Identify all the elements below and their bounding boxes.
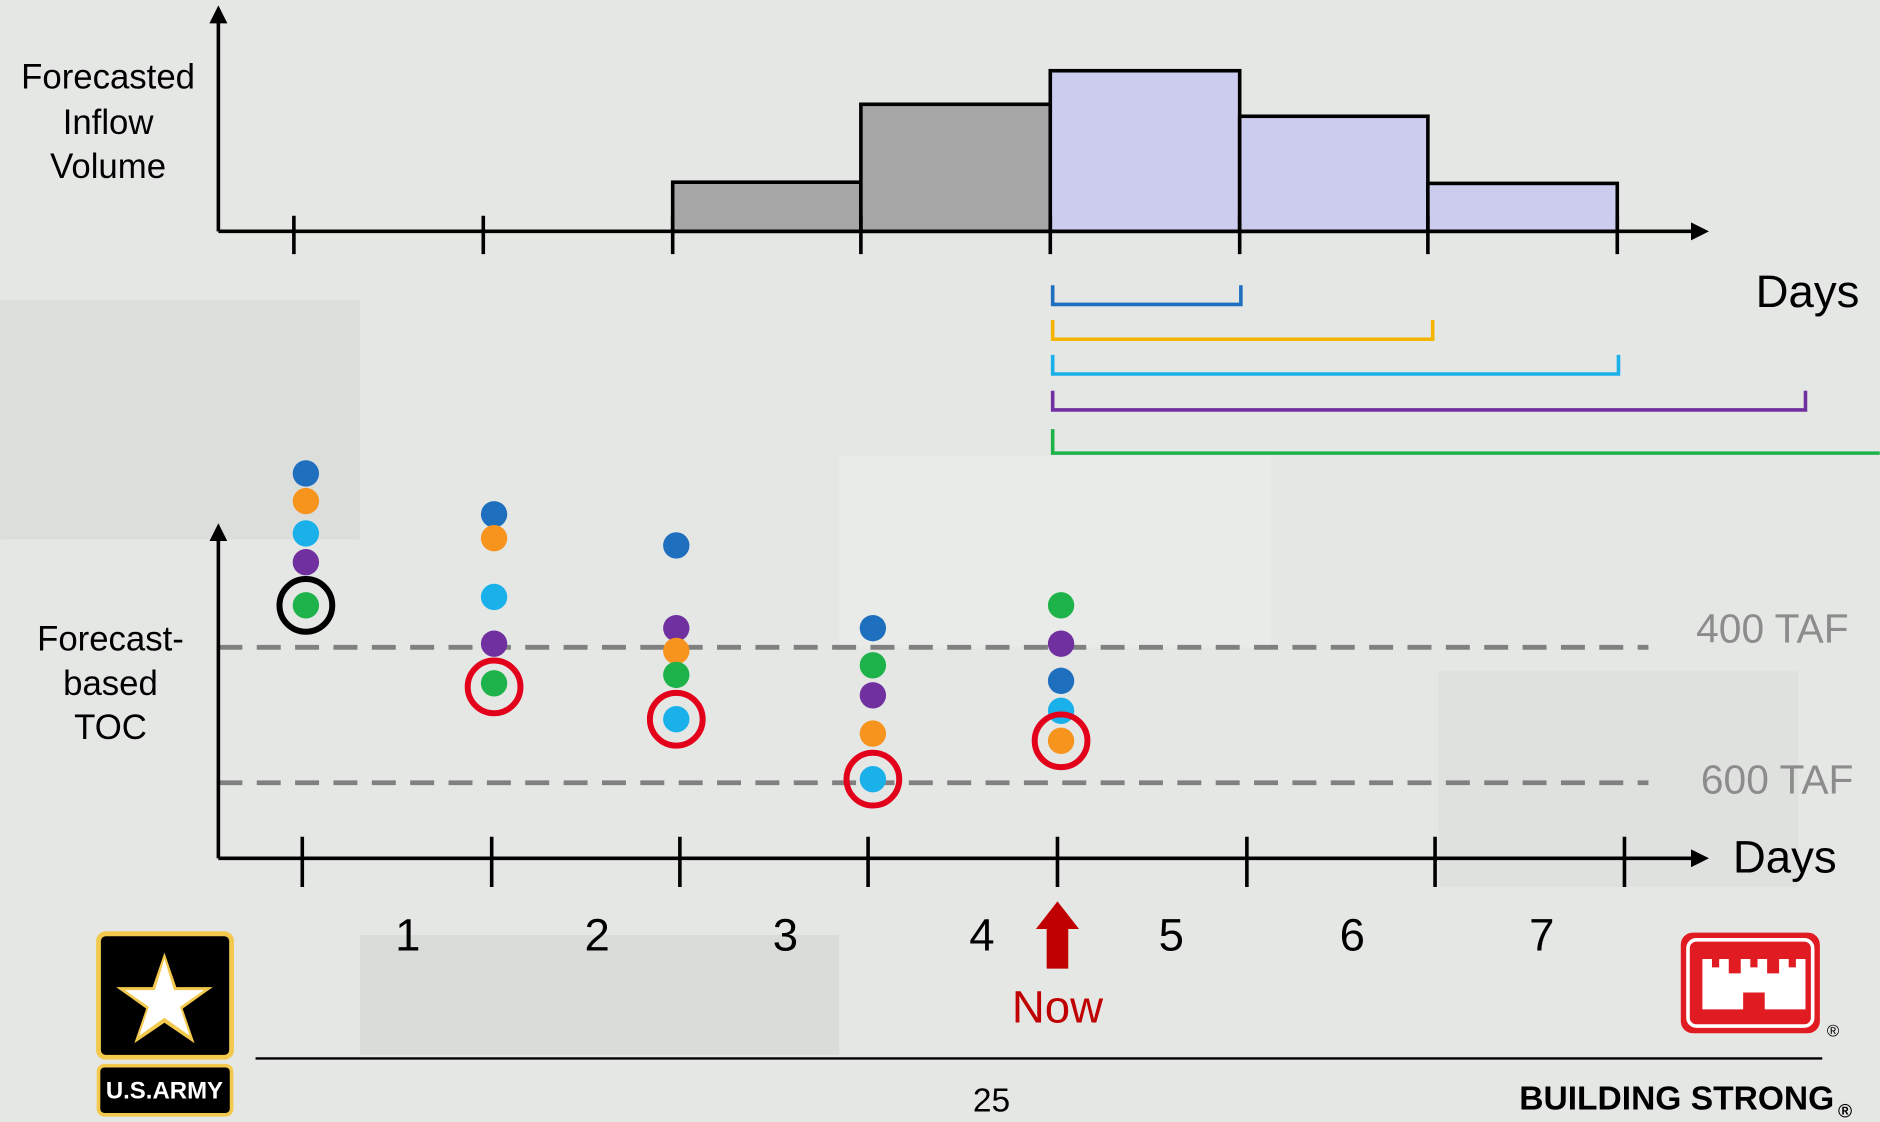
x-label: Days bbox=[1756, 266, 1860, 317]
x-label: Days bbox=[1733, 832, 1837, 883]
y-label: Volume bbox=[50, 148, 166, 186]
y-label: TOC bbox=[74, 709, 147, 747]
usace-logo: ® bbox=[1680, 932, 1840, 1041]
day-label: 6 bbox=[1340, 910, 1365, 961]
army-text: U.S.ARMY bbox=[106, 1077, 223, 1104]
registered-mark: ® bbox=[1838, 1101, 1852, 1122]
y-label: Inflow bbox=[63, 104, 155, 142]
army-logo: U.S.ARMY bbox=[96, 931, 234, 1117]
day-label: 1 bbox=[395, 910, 420, 961]
day-label: 5 bbox=[1159, 910, 1184, 961]
page-number: 25 bbox=[973, 1083, 1010, 1120]
y-label: Forecast- bbox=[37, 621, 184, 659]
day-label: 4 bbox=[969, 910, 994, 961]
forecast-dots bbox=[276, 460, 1091, 809]
day-label: 3 bbox=[773, 910, 798, 961]
threshold-label: 400 TAF bbox=[1696, 605, 1849, 651]
now-label: Now bbox=[1012, 982, 1103, 1033]
now-arrow bbox=[1035, 901, 1080, 969]
day-label: 7 bbox=[1529, 910, 1554, 961]
threshold-label: 600 TAF bbox=[1701, 757, 1854, 803]
registered-mark: ® bbox=[1827, 1022, 1840, 1041]
thresholds bbox=[218, 644, 1649, 786]
y-label: Forecasted bbox=[21, 58, 195, 96]
top-chart bbox=[209, 5, 1709, 255]
slogan: BUILDING STRONG bbox=[1519, 1080, 1834, 1117]
day-label: 2 bbox=[584, 910, 609, 961]
bottom-axes bbox=[209, 523, 1709, 888]
horizon-brackets bbox=[1050, 285, 1880, 455]
y-label: based bbox=[63, 665, 158, 703]
